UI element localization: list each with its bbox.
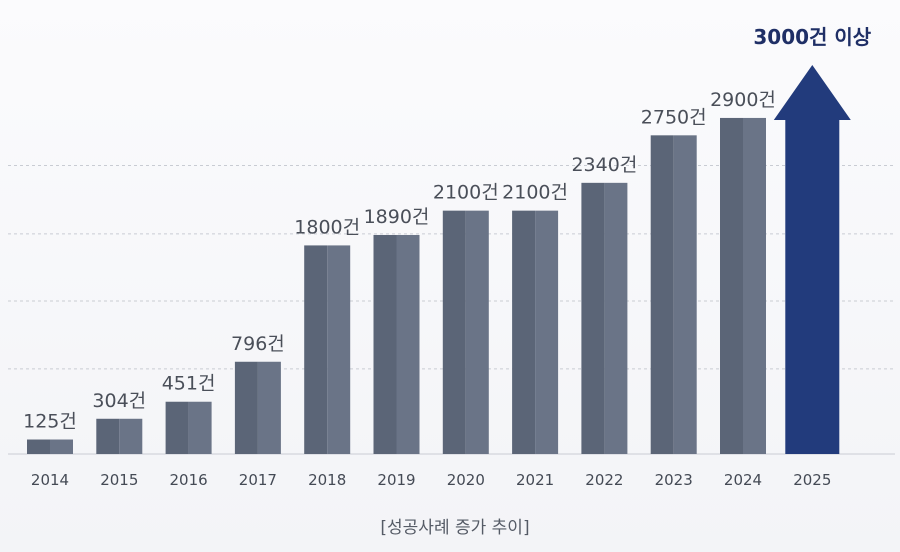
bar-2014 xyxy=(27,439,73,454)
bar-2020-left xyxy=(442,210,466,454)
value-label-2023: 2750건 xyxy=(641,106,707,128)
bar-2019 xyxy=(373,234,420,454)
bar-2023-right xyxy=(673,135,697,454)
x-tick-label-2018: 2018 xyxy=(308,471,346,489)
x-tick-label-2016: 2016 xyxy=(170,471,208,489)
bar-2024-right xyxy=(743,117,766,455)
bar-2022 xyxy=(581,182,628,454)
bar-2018-right xyxy=(327,245,351,454)
chart-caption: [성공사례 증가 추이] xyxy=(380,518,529,538)
bar-2017-right xyxy=(257,361,281,454)
bar-2024-left xyxy=(720,117,743,455)
x-tick-label-2020: 2020 xyxy=(447,471,485,489)
bar-2015 xyxy=(96,418,143,454)
bar-2023-left xyxy=(650,135,674,454)
x-tick-label-2022: 2022 xyxy=(585,471,623,489)
bar-2019-right xyxy=(396,234,420,454)
x-tick-label-2025: 2025 xyxy=(793,471,831,489)
bar-2022-right xyxy=(604,182,628,454)
bar-2014-right xyxy=(50,439,73,454)
bar-2016-left xyxy=(165,401,189,454)
bar-2017 xyxy=(234,361,281,454)
bar-2020 xyxy=(442,210,489,454)
bar-2023 xyxy=(650,135,697,454)
value-label-2019: 1890건 xyxy=(364,206,430,228)
bars xyxy=(27,65,851,455)
bar-2016 xyxy=(165,401,212,454)
x-tick-label-2015: 2015 xyxy=(100,471,138,489)
bar-2021-right xyxy=(535,210,559,454)
bar-2015-left xyxy=(96,418,120,454)
x-tick-label-2021: 2021 xyxy=(516,471,554,489)
bar-2014-left xyxy=(27,439,50,454)
bar-2025-arrow xyxy=(773,65,851,454)
bar-2016-right xyxy=(188,401,212,454)
value-label-2014: 125건 xyxy=(23,411,77,433)
value-label-2025: 3000건 이상 xyxy=(753,25,871,49)
value-label-2024: 2900건 xyxy=(710,89,776,111)
x-tick-labels: 2014 2015 2016 2017 2018 2019 2020 2021 2022 2023… xyxy=(31,471,831,489)
bar-2020-right xyxy=(465,210,489,454)
x-tick-label-2014: 2014 xyxy=(31,471,69,489)
bar-2018-left xyxy=(304,245,328,454)
value-label-2016: 451건 xyxy=(162,373,216,395)
value-label-2017: 796건 xyxy=(231,333,285,355)
bar-2018 xyxy=(304,245,351,454)
bar-2024 xyxy=(720,117,766,455)
x-tick-label-2024: 2024 xyxy=(724,471,762,489)
value-label-2022: 2340건 xyxy=(571,154,637,176)
x-tick-label-2017: 2017 xyxy=(239,471,277,489)
bar-2019-left xyxy=(373,234,397,454)
bar-2022-left xyxy=(581,182,605,454)
bar-2017-left xyxy=(234,361,258,454)
bar-2021 xyxy=(512,210,559,454)
x-tick-label-2023: 2023 xyxy=(655,471,693,489)
value-label-2021: 2100건 xyxy=(502,182,568,204)
bar-2021-left xyxy=(512,210,536,454)
value-label-2015: 304건 xyxy=(92,390,146,412)
x-tick-label-2019: 2019 xyxy=(377,471,415,489)
value-label-2018: 1800건 xyxy=(294,216,360,238)
bar-2015-right xyxy=(119,418,143,454)
value-label-2020: 2100건 xyxy=(433,182,499,204)
